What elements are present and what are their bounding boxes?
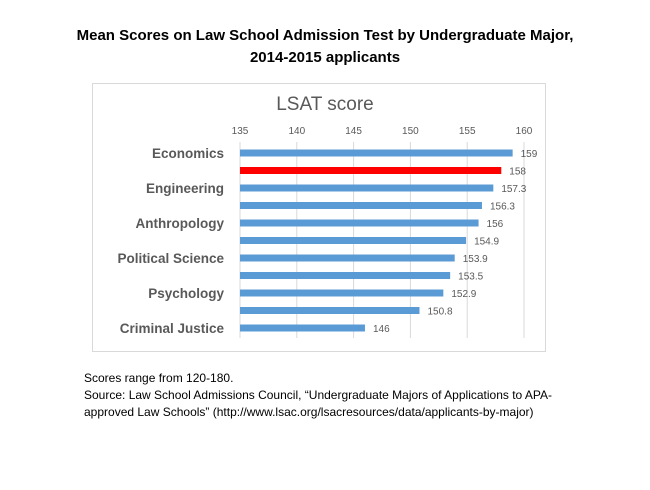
chart-area [92,83,546,352]
note-range: Scores range from 120-180. [84,371,234,385]
category-label: Criminal Justice [120,321,225,336]
x-tick-label: 155 [459,126,476,137]
chart-heading-line1: Mean Scores on Law School Admission Test… [76,27,574,44]
data-label: 153.9 [463,254,488,265]
bar [240,149,513,157]
category-label: Anthropology [136,216,225,231]
x-tick-label: 140 [288,126,305,137]
data-label: 152.9 [451,289,476,300]
data-label: 154.9 [474,237,499,248]
data-label: 146 [373,324,390,335]
bar [240,184,494,192]
chart-title: LSAT score [276,94,374,115]
category-label: Engineering [146,181,224,196]
data-label: 157.3 [501,184,526,195]
bar [240,167,502,174]
bar [240,289,444,297]
data-label: 158 [509,167,526,178]
data-label: 150.8 [427,307,452,318]
data-label: 159 [521,149,538,160]
bar [240,254,455,262]
bar [240,307,420,314]
data-label: 153.5 [458,272,483,283]
bar [240,272,451,279]
note-source-cont: approved Law Schools” (http://www.lsac.o… [84,405,534,419]
bar [240,324,365,332]
bar [240,237,467,244]
x-tick-label: 160 [516,126,533,137]
data-label: 156.3 [490,202,515,213]
note-source: Source: Law School Admissions Council, “… [84,388,553,402]
x-tick-label: 145 [345,126,362,137]
category-label: Psychology [148,286,224,301]
category-label: Political Science [117,251,224,266]
bar [240,219,479,227]
data-label: 156 [487,219,504,230]
x-tick-label: 135 [232,126,249,137]
bar [240,202,482,209]
chart-heading-line2: 2014-2015 applicants [249,49,401,66]
x-tick-label: 150 [402,126,419,137]
category-label: Economics [152,146,224,161]
